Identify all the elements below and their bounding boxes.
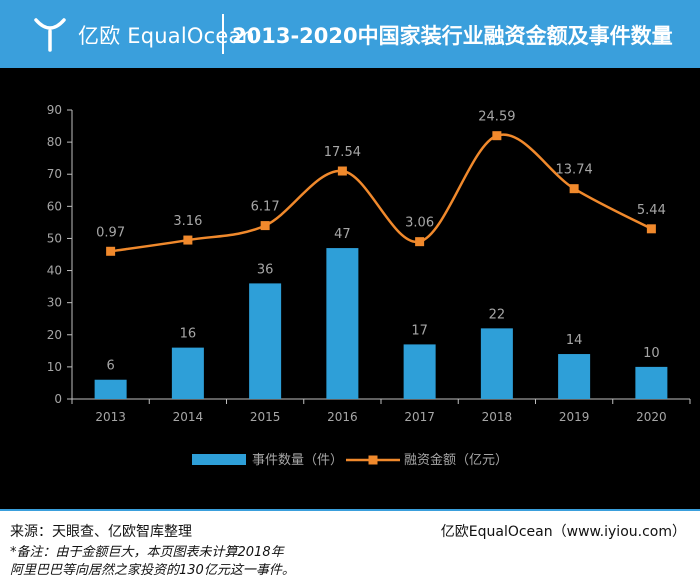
- equalocean-logo-icon: [34, 18, 66, 52]
- bar-data-label: 14: [566, 333, 583, 348]
- bar-2020: [635, 366, 668, 399]
- line-data-label: 17.54: [324, 145, 361, 160]
- x-tick-label: 2016: [327, 410, 358, 424]
- x-tick-label: 2018: [482, 410, 513, 424]
- bar-2017: [403, 344, 436, 399]
- funding-line: [110, 133, 652, 253]
- bar-2013: [94, 379, 127, 399]
- legend-bar-label: 事件数量（件）: [252, 453, 343, 468]
- line-data-label: 3.16: [173, 214, 202, 229]
- legend-bar-swatch: [192, 454, 246, 465]
- line-data-label: 6.17: [251, 200, 280, 215]
- y-tick-label: 10: [47, 360, 62, 374]
- header-bar: 亿欧 EqualOcean 2013-2020中国家装行业融资金额及事件数量: [0, 0, 700, 68]
- y-tick-label: 80: [47, 135, 62, 149]
- credit-text: 亿欧EqualOcean（www.iyiou.com）: [440, 524, 686, 540]
- bar-data-label: 10: [643, 346, 660, 361]
- header-divider: [222, 14, 224, 54]
- y-tick-label: 0: [54, 392, 62, 406]
- footer: 来源：天眼查、亿欧智库整理 亿欧EqualOcean（www.iyiou.com…: [0, 509, 700, 579]
- y-tick-label: 60: [47, 199, 62, 213]
- line-marker-2020: [646, 224, 656, 234]
- bar-data-label: 36: [257, 262, 274, 277]
- line-marker-2017: [415, 237, 425, 247]
- bar-2016: [326, 248, 359, 399]
- y-tick-label: 50: [47, 231, 62, 245]
- bar-data-label: 6: [106, 359, 114, 374]
- line-data-label: 24.59: [478, 110, 515, 125]
- legend-line-marker: [368, 455, 378, 465]
- bar-2019: [558, 354, 591, 399]
- brand-name: 亿欧 EqualOcean: [78, 24, 256, 48]
- chart-area: 0 10 20 30 40 50 60 70 80 90 2013 2014 2015 2016 2017 2…: [0, 68, 700, 509]
- line-marker-2014: [183, 235, 193, 245]
- legend-line-label: 融资金额（亿元）: [404, 452, 508, 468]
- x-tick-label: 2014: [173, 410, 204, 424]
- bar-2015: [249, 283, 282, 399]
- line-marker-2018: [492, 131, 502, 141]
- bar-data-label: 16: [180, 327, 197, 342]
- note-text-line-1: *备注：由于金额巨大，本页图表未计算2018年: [10, 545, 284, 560]
- x-tick-label: 2017: [404, 410, 435, 424]
- x-tick-label: 2015: [250, 410, 281, 424]
- bar-data-label: 47: [334, 227, 351, 242]
- line-marker-2013: [106, 246, 116, 256]
- source-text: 来源：天眼查、亿欧智库整理: [10, 524, 192, 540]
- line-marker-2015: [260, 221, 270, 231]
- note-text-line-2: 阿里巴巴等向居然之家投资的130亿元这一事件。: [10, 563, 295, 578]
- line-data-label: 13.74: [556, 163, 593, 178]
- page-title: 2013-2020中国家装行业融资金额及事件数量: [232, 24, 673, 48]
- line-data-label: 3.06: [405, 216, 434, 231]
- y-tick-label: 90: [47, 103, 62, 117]
- x-tick-label: 2019: [559, 410, 590, 424]
- y-tick-label: 70: [47, 167, 62, 181]
- bar-data-label: 22: [489, 307, 506, 322]
- y-tick-label: 30: [47, 296, 62, 310]
- line-marker-2019: [569, 184, 579, 194]
- x-tick-label: 2020: [636, 410, 667, 424]
- bar-2014: [171, 347, 204, 399]
- y-tick-label: 20: [47, 328, 62, 342]
- bar-data-label: 17: [411, 323, 428, 338]
- line-marker-2016: [337, 166, 347, 176]
- chart: 0 10 20 30 40 50 60 70 80 90 2013 2014 2015 2016 2017 2…: [47, 103, 691, 468]
- bar-2018: [480, 328, 513, 399]
- x-tick-label: 2013: [95, 410, 126, 424]
- y-tick-label: 40: [47, 264, 62, 278]
- line-data-label: 0.97: [96, 225, 125, 240]
- line-data-label: 5.44: [637, 203, 666, 218]
